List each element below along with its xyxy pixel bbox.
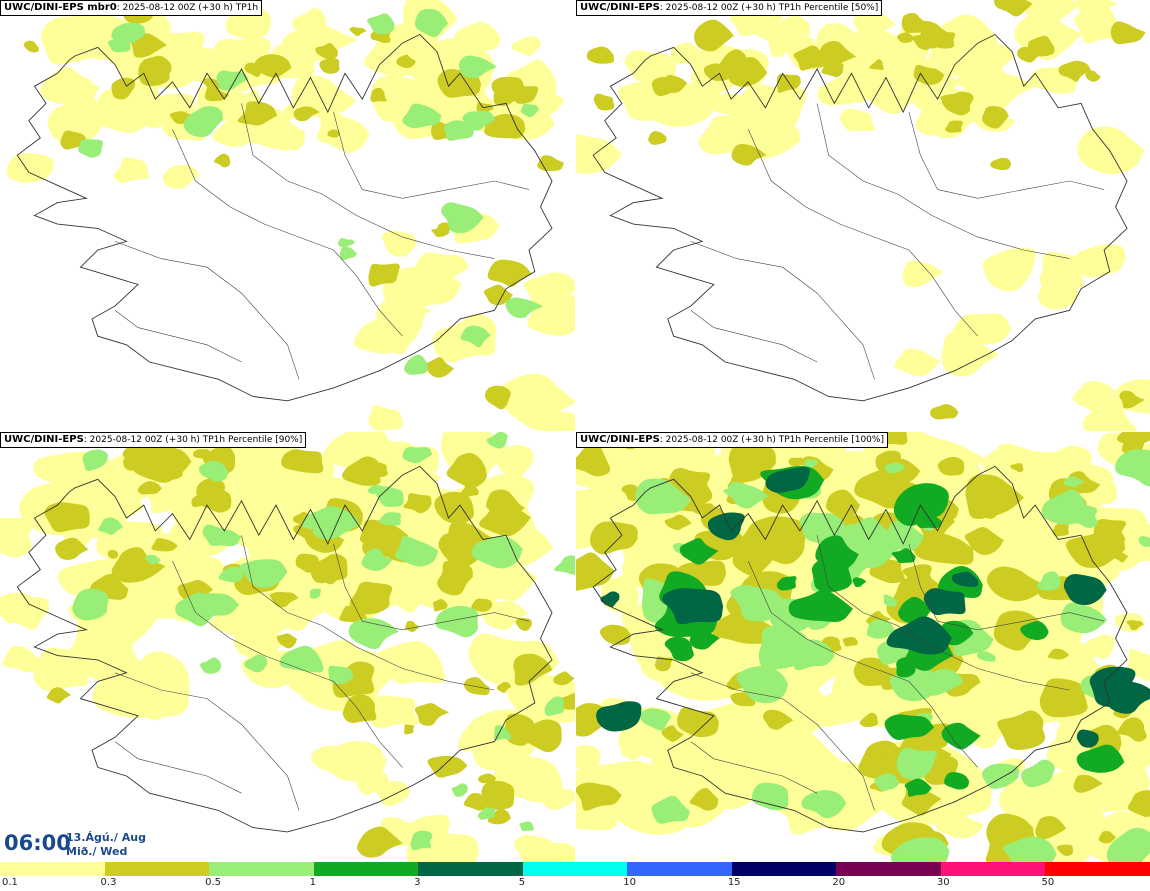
- region-boundary: [114, 672, 300, 811]
- colorbar-segment: [313, 862, 419, 876]
- colorbar-label: 0.1: [2, 877, 18, 888]
- valid-time: 06:00: [4, 831, 71, 855]
- colorbar-segment: [0, 862, 106, 876]
- precip-layer: [72, 432, 575, 851]
- region-boundary: [747, 560, 979, 768]
- colorbar-segment: [209, 862, 315, 876]
- colorbar-segment: [836, 862, 942, 876]
- map-panel-p100: UWC/DINI-EPS: 2025-08-12 00Z (+30 h) TP1…: [576, 432, 1150, 862]
- valid-weekday: Mið./ Wed: [66, 845, 128, 858]
- iceland-coastline: [16, 33, 553, 402]
- region-boundary: [241, 535, 495, 691]
- region-boundary: [690, 241, 875, 380]
- run-info: : 2025-08-12 00Z (+30 h) TP1h: [116, 3, 259, 13]
- colorbar-label: 3: [414, 877, 421, 888]
- iceland-coastline: [592, 465, 1128, 833]
- colorbar-label: 50: [1041, 877, 1055, 888]
- region-boundary: [333, 112, 530, 199]
- colorbar-label: 5: [518, 877, 526, 888]
- colorbar-labels: 0.1 0.3 0.5 1 3 5 10 15 20 30 50: [0, 877, 1150, 891]
- run-info: : 2025-08-12 00Z (+30 h) TP1h Percentile…: [659, 435, 884, 445]
- colorbar-segment: [418, 862, 524, 876]
- region-boundary: [172, 560, 403, 768]
- run-info: : 2025-08-12 00Z (+30 h) TP1h Percentile…: [83, 435, 303, 445]
- precip-layer: [78, 8, 544, 375]
- colorbar-label: 10: [623, 877, 636, 888]
- colorbar-segment: [627, 862, 733, 876]
- precip-map-p50: [576, 0, 1150, 431]
- precip-layer: [596, 466, 1150, 748]
- colorbar-label: 20: [832, 877, 846, 888]
- panel-title-p100: UWC/DINI-EPS: 2025-08-12 00Z (+30 h) TP1…: [576, 432, 888, 448]
- panel-title-p90: UWC/DINI-EPS: 2025-08-12 00Z (+30 h) TP1…: [0, 432, 307, 448]
- region-boundary: [114, 310, 242, 363]
- region-boundary: [816, 103, 1070, 259]
- region-boundary: [747, 129, 979, 337]
- region-boundary: [114, 741, 242, 794]
- run-info: : 2025-08-12 00Z (+30 h) TP1h Percentile…: [659, 3, 879, 13]
- colorbar-segment: [1045, 862, 1150, 876]
- model-name: UWC/DINI-EPS mbr0: [4, 2, 117, 13]
- region-boundary: [908, 543, 1105, 631]
- map-panel-p50: UWC/DINI-EPS: 2025-08-12 00Z (+30 h) TP1…: [576, 0, 1150, 431]
- colorbar-label: 0.5: [205, 877, 221, 888]
- iceland-coastline: [592, 33, 1128, 402]
- colorbar-label: 15: [727, 877, 741, 888]
- model-name: UWC/DINI-EPS: [4, 434, 84, 445]
- region-boundary: [333, 543, 530, 631]
- colorbar-label: 30: [936, 877, 950, 888]
- precip-map-mbr0: [6, 0, 575, 431]
- colorbar-segment: [731, 862, 837, 876]
- model-name: UWC/DINI-EPS: [580, 434, 660, 445]
- colorbar-segment: [940, 862, 1046, 876]
- valid-date: 13.Ágú./ Aug: [66, 831, 146, 844]
- map-panel-p90: UWC/DINI-EPS: 2025-08-12 00Z (+30 h) TP1…: [0, 432, 575, 862]
- region-boundary: [690, 672, 875, 811]
- precip-colorbar: [0, 862, 1150, 876]
- region-boundary: [690, 741, 818, 794]
- precip-map-p100: [576, 432, 1150, 862]
- panel-title-mbr0: UWC/DINI-EPS mbr0: 2025-08-12 00Z (+30 h…: [0, 0, 263, 16]
- colorbar-segment: [104, 862, 210, 876]
- region-boundary: [690, 310, 818, 363]
- region-boundary: [908, 112, 1105, 199]
- precip-map-p90: [0, 432, 575, 862]
- region-boundary: [172, 129, 403, 337]
- region-boundary: [816, 535, 1070, 691]
- colorbar-label: 0.3: [100, 877, 117, 888]
- iceland-coastline: [16, 465, 553, 833]
- colorbar-label: 1: [309, 877, 316, 888]
- model-name: UWC/DINI-EPS: [580, 2, 660, 13]
- map-panel-mbr0: UWC/DINI-EPS mbr0: 2025-08-12 00Z (+30 h…: [0, 0, 575, 431]
- colorbar-segment: [522, 862, 628, 876]
- region-boundary: [114, 241, 300, 380]
- panel-title-p50: UWC/DINI-EPS: 2025-08-12 00Z (+30 h) TP1…: [576, 0, 883, 16]
- precip-layer: [586, 0, 1146, 420]
- region-boundary: [241, 103, 495, 259]
- valid-time-box: 06:00 13.Ágú./ Aug Mið./ Wed: [0, 823, 146, 862]
